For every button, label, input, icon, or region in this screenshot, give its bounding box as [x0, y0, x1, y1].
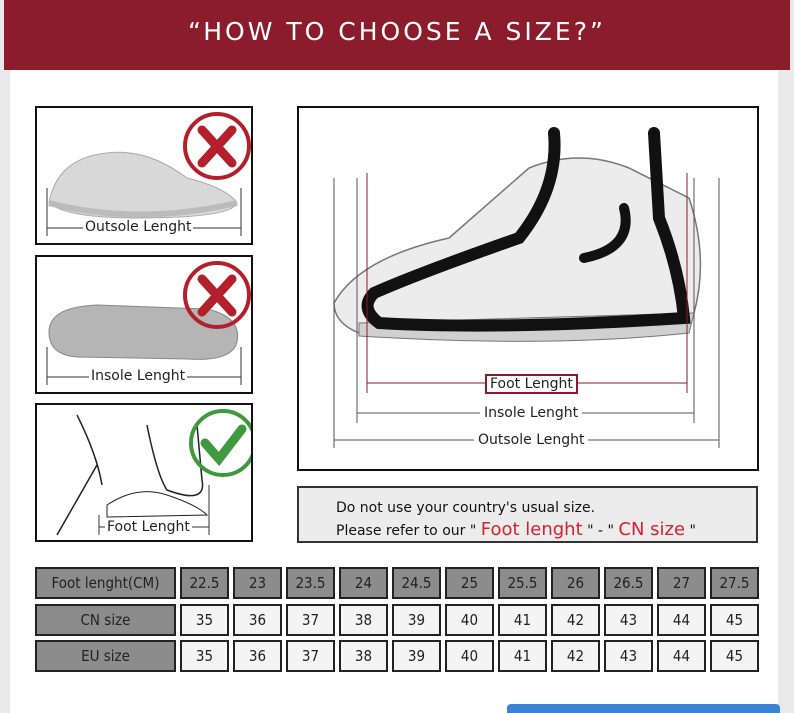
table-cell: 37 [286, 604, 335, 636]
check-icon [189, 409, 251, 477]
page-title: “HOW TO CHOOSE A SIZE?” [4, 0, 790, 70]
shoe-image [46, 112, 251, 236]
table-cell: 24 [339, 567, 388, 599]
table-cell: 26.5 [604, 567, 653, 599]
table-row: Foot lenght(CM) 22.5 23 23.5 24 24.5 25 25.5 26 2… [35, 567, 759, 599]
foot-length-label: Foot Lenght [485, 374, 578, 394]
x-icon [183, 112, 251, 180]
note-line-1: Do not use your country's usual size. [336, 500, 596, 516]
note-highlight-foot: Foot lenght [480, 519, 583, 540]
row-header: CN size [35, 604, 176, 636]
table-cell: 25.5 [498, 567, 547, 599]
note-line-2: Please refer to our " Foot lenght " - " … [336, 519, 756, 542]
panel-caption: Outsole Lenght [83, 219, 194, 235]
table-cell: 41 [498, 640, 547, 672]
table-cell: 38 [339, 640, 388, 672]
table-cell: 38 [339, 604, 388, 636]
table-cell: 25 [445, 567, 494, 599]
note-highlight-cn: CN size [618, 519, 686, 540]
note-text: " [689, 523, 696, 539]
table-cell: 39 [392, 640, 441, 672]
table-cell: 43 [604, 604, 653, 636]
table-cell: 27 [657, 567, 706, 599]
table-cell: 35 [180, 604, 229, 636]
table-cell: 44 [657, 640, 706, 672]
foot-in-shoe-image [333, 127, 720, 448]
outsole-length-label: Outsole Lenght [474, 432, 589, 448]
table-cell: 42 [551, 640, 600, 672]
table-cell: 35 [180, 640, 229, 672]
panel-caption: Insole Lenght [89, 368, 188, 384]
table-cell: 24.5 [392, 567, 441, 599]
table-row: EU size 35 36 37 38 39 40 41 42 43 44 45 [35, 640, 759, 672]
table-cell: 39 [392, 604, 441, 636]
insole-length-label: Insole Lenght [480, 405, 583, 421]
size-note: Do not use your country's usual size. Pl… [297, 486, 758, 543]
table-cell: 37 [286, 640, 335, 672]
outsole-panel: Outsole Lenght [35, 106, 253, 245]
measurement-diagram: Foot Lenght Insole Lenght Outsole Lenght [297, 106, 759, 471]
table-row: CN size 35 36 37 38 39 40 41 42 43 44 45 [35, 604, 759, 636]
table-cell: 22.5 [180, 567, 229, 599]
note-text: Please refer to our " [336, 523, 477, 539]
insole-panel: Insole Lenght [35, 255, 253, 394]
table-cell: 36 [233, 604, 282, 636]
table-cell: 26 [551, 567, 600, 599]
table-cell: 40 [445, 640, 494, 672]
table-cell: 40 [445, 604, 494, 636]
table-cell: 23.5 [286, 567, 335, 599]
row-header: EU size [35, 640, 176, 672]
foot-panel: Foot Lenght [35, 403, 253, 542]
scroll-bar[interactable] [507, 704, 780, 713]
row-header: Foot lenght(CM) [35, 567, 176, 599]
table-cell: 41 [498, 604, 547, 636]
x-icon [183, 261, 251, 329]
table-cell: 36 [233, 640, 282, 672]
table-cell: 45 [710, 640, 759, 672]
table-cell: 27.5 [710, 567, 759, 599]
table-cell: 23 [233, 567, 282, 599]
note-text: " - " [587, 523, 614, 539]
panel-caption: Foot Lenght [105, 519, 192, 535]
table-cell: 43 [604, 640, 653, 672]
table-cell: 45 [710, 604, 759, 636]
table-cell: 44 [657, 604, 706, 636]
table-cell: 42 [551, 604, 600, 636]
